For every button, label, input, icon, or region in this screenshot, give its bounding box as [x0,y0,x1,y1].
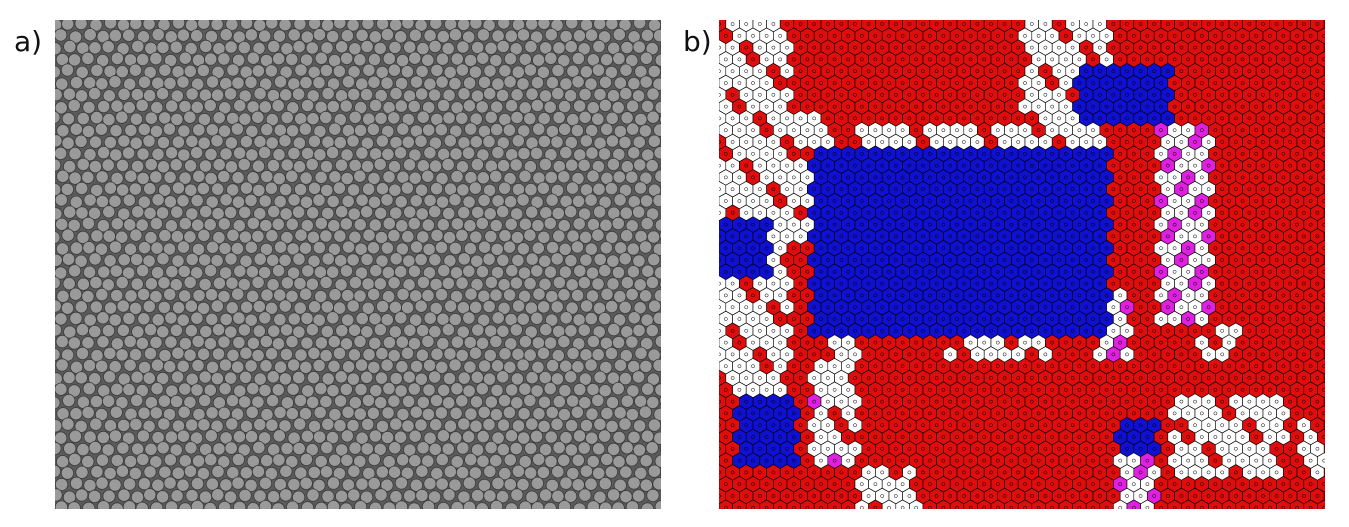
panel-a-label: a) [14,25,43,58]
sem-micrograph-panel [55,20,661,509]
voronoi-cells [719,20,1325,509]
sem-particle-image [55,20,661,509]
voronoi-tessellation-image [719,20,1325,509]
sem-particles [55,20,661,509]
voronoi-map-panel [719,20,1325,509]
panel-b-label: b) [683,25,712,58]
